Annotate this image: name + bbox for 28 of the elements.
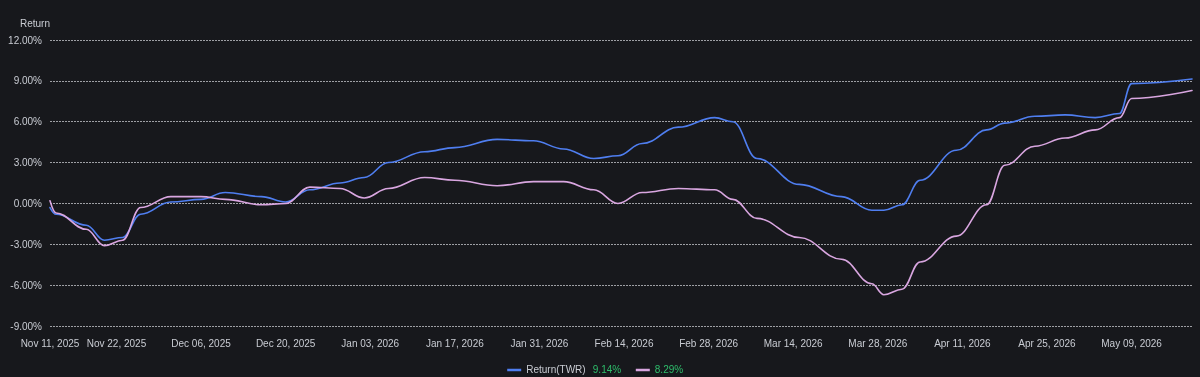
x-tick-label: Feb 28, 2026 (679, 337, 739, 349)
y-tick-label: 9.00% (13, 75, 43, 87)
x-tick-label: Nov 11, 2025 (20, 337, 80, 349)
x-tick-label: Apr 11, 2026 (934, 337, 992, 349)
line-series (49, 78, 1193, 241)
x-tick-label: Jan 31, 2026 (510, 337, 569, 349)
x-tick-label: Nov 22, 2025 (86, 337, 147, 349)
y-axis-title: Return (19, 17, 50, 29)
text: 8.29% (654, 363, 684, 375)
y-tick-label: -9.00% (10, 320, 43, 332)
x-tick-label: Apr 25, 2026 (1018, 337, 1077, 349)
x-tick-label: Dec 20, 2025 (255, 337, 316, 349)
y-tick-label: 6.00% (13, 116, 43, 128)
x-tick-label: Mar 28, 2026 (848, 337, 908, 349)
y-tick-label: 0.00% (13, 197, 43, 209)
y-tick-label: -6.00% (10, 279, 43, 291)
x-tick-label: Mar 14, 2026 (763, 337, 824, 349)
x-tick-label: Jan 03, 2026 (341, 337, 400, 349)
x-tick-label: Feb 14, 2026 (594, 337, 654, 349)
y-tick-label: 3.00% (13, 157, 43, 169)
y-tick-label: -3.00% (10, 238, 43, 250)
x-tick-label: Dec 06, 2025 (171, 337, 232, 349)
legend-label: Return(TWR) (526, 363, 586, 375)
x-tick-label: May 09, 2026 (1101, 337, 1163, 349)
line-series (49, 89, 1193, 296)
x-tick-label: Jan 17, 2026 (425, 337, 485, 349)
text: 9.14% (592, 363, 622, 375)
y-tick-label: 12.00% (8, 34, 43, 46)
